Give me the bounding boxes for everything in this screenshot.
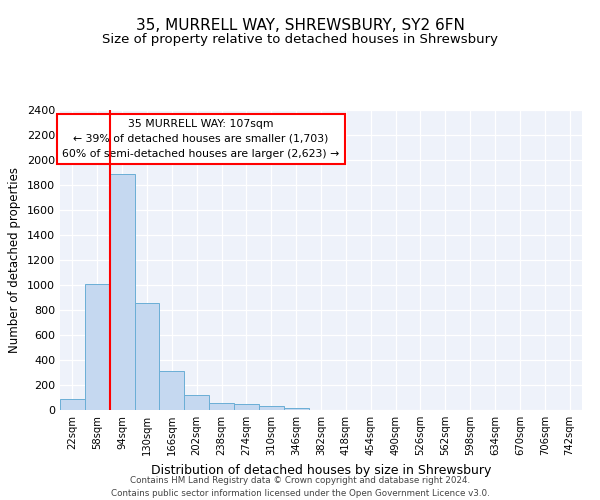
- Y-axis label: Number of detached properties: Number of detached properties: [8, 167, 22, 353]
- Text: Size of property relative to detached houses in Shrewsbury: Size of property relative to detached ho…: [102, 32, 498, 46]
- Text: 35 MURRELL WAY: 107sqm
← 39% of detached houses are smaller (1,703)
60% of semi-: 35 MURRELL WAY: 107sqm ← 39% of detached…: [62, 119, 340, 158]
- Bar: [284, 408, 308, 410]
- Text: Contains HM Land Registry data © Crown copyright and database right 2024.
Contai: Contains HM Land Registry data © Crown c…: [110, 476, 490, 498]
- Bar: [134, 302, 160, 410]
- Bar: [85, 284, 110, 410]
- Bar: [160, 370, 184, 410]
- Bar: [184, 395, 209, 410]
- Bar: [60, 399, 85, 410]
- Bar: [234, 404, 259, 410]
- Text: 35, MURRELL WAY, SHREWSBURY, SY2 6FN: 35, MURRELL WAY, SHREWSBURY, SY2 6FN: [136, 18, 464, 32]
- Bar: [209, 403, 234, 410]
- Bar: [110, 174, 134, 410]
- X-axis label: Distribution of detached houses by size in Shrewsbury: Distribution of detached houses by size …: [151, 464, 491, 476]
- Bar: [259, 406, 284, 410]
